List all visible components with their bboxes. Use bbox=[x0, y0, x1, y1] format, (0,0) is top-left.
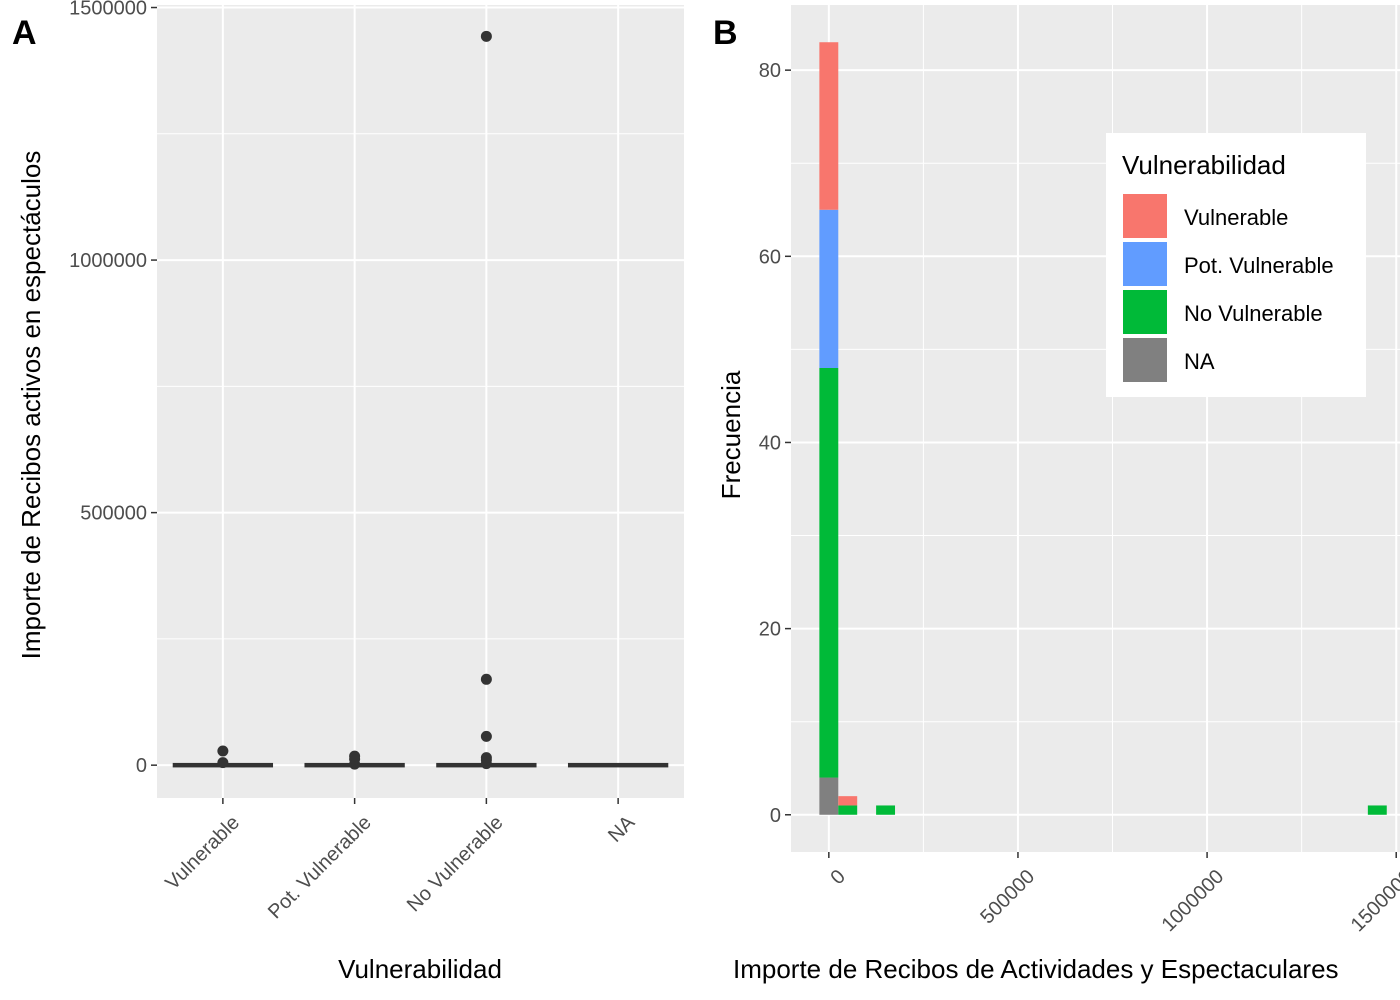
outlier-point bbox=[480, 752, 492, 764]
panel-b-x-title: Importe de Recibos de Actividades y Espe… bbox=[733, 954, 1339, 984]
outlier-point bbox=[480, 30, 492, 42]
panel-a-y-title: Importe de Recibos activos en espectácul… bbox=[16, 151, 46, 660]
legend-title: Vulnerabilidad bbox=[1122, 150, 1286, 180]
histogram-bar-segment bbox=[838, 805, 858, 815]
panel-b-bars bbox=[819, 42, 1387, 815]
panel-a-background bbox=[157, 5, 684, 798]
legend-swatch bbox=[1121, 192, 1169, 240]
y-tick-label: 500000 bbox=[80, 503, 147, 525]
legend-swatch bbox=[1121, 288, 1169, 336]
legend-label: NA bbox=[1184, 349, 1215, 374]
legend: Vulnerabilidad Vulnerable Pot. Vulnerable… bbox=[1106, 133, 1366, 397]
histogram-bar-segment bbox=[819, 777, 839, 815]
panel-a-minor-grid bbox=[157, 133, 684, 640]
histogram-bar-segment bbox=[876, 805, 896, 815]
legend-label: Vulnerable bbox=[1184, 205, 1288, 230]
panel-b-tag: B bbox=[713, 14, 738, 52]
panel-a-boxes bbox=[172, 30, 669, 770]
outlier-point bbox=[480, 730, 492, 742]
box-pot-vulnerable bbox=[304, 750, 405, 770]
panel-a-x-axis: Vulnerable Pot. Vulnerable No Vulnerable NA bbox=[161, 798, 640, 924]
outlier-point bbox=[349, 750, 361, 762]
y-tick-label: 40 bbox=[759, 432, 781, 454]
y-tick-label: 0 bbox=[770, 805, 781, 827]
outlier-point bbox=[217, 757, 229, 769]
x-tick-label: No Vulnerable bbox=[403, 812, 508, 917]
outlier-point bbox=[480, 673, 492, 685]
y-tick-label: 1500000 bbox=[69, 0, 147, 20]
legend-swatch bbox=[1121, 240, 1169, 288]
y-tick-label: 0 bbox=[136, 755, 147, 777]
panel-b-background bbox=[791, 5, 1400, 852]
panel-b-y-axis: 0 20 40 60 80 bbox=[759, 60, 791, 827]
panel-a-tag: A bbox=[12, 14, 37, 52]
y-tick-label: 80 bbox=[759, 60, 781, 82]
panel-a-boxplot: 0 500000 1000000 1500000 Vulnerable Pot. Vul… bbox=[12, 0, 684, 984]
box-no-vulnerable bbox=[436, 30, 537, 770]
outlier-point bbox=[217, 745, 229, 757]
histogram-bar-segment bbox=[819, 42, 839, 210]
legend-label: Pot. Vulnerable bbox=[1184, 253, 1334, 278]
histogram-bar-segment bbox=[819, 368, 839, 778]
histogram-bar-segment bbox=[838, 796, 858, 806]
x-tick-label: Vulnerable bbox=[161, 812, 244, 895]
panel-b-histogram: 0 20 40 60 80 0 500000 1000000 1500000 B Import… bbox=[713, 5, 1400, 984]
box-na bbox=[567, 762, 669, 768]
panel-a-y-axis: 0 500000 1000000 1500000 bbox=[69, 0, 157, 777]
x-tick-label: NA bbox=[604, 811, 640, 847]
x-tick-label: 0 bbox=[827, 866, 850, 889]
x-tick-label: Pot. Vulnerable bbox=[264, 812, 376, 924]
y-tick-label: 1000000 bbox=[69, 250, 147, 272]
panel-b-y-title: Frecuencia bbox=[716, 370, 746, 499]
x-tick-label: 1500000 bbox=[1347, 866, 1400, 937]
box-vulnerable bbox=[172, 745, 274, 769]
x-tick-label: 1000000 bbox=[1158, 866, 1229, 937]
y-tick-label: 20 bbox=[759, 619, 781, 641]
x-tick-label: 500000 bbox=[976, 866, 1039, 929]
legend-label: No Vulnerable bbox=[1184, 301, 1323, 326]
legend-items: Vulnerable Pot. Vulnerable No Vulnerable NA bbox=[1121, 192, 1334, 384]
y-tick-label: 60 bbox=[759, 246, 781, 268]
histogram-bar-segment bbox=[1367, 805, 1387, 815]
panel-a-x-title: Vulnerabilidad bbox=[338, 954, 502, 984]
histogram-bar-segment bbox=[819, 209, 839, 368]
panel-b-x-axis: 0 500000 1000000 1500000 bbox=[827, 852, 1400, 936]
legend-swatch bbox=[1121, 336, 1169, 384]
